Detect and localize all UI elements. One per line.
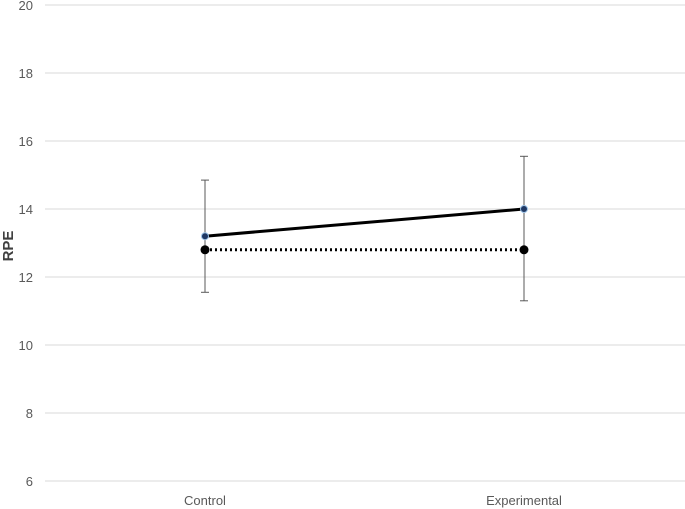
- y-axis-title: RPE: [0, 231, 17, 262]
- data-point: [520, 205, 528, 213]
- data-point: [201, 232, 209, 241]
- gridlines: [45, 4, 685, 482]
- y-tick-label: 8: [26, 406, 33, 421]
- x-axis-ticks: Control Experimental: [184, 493, 562, 508]
- y-tick-label: 12: [19, 270, 33, 285]
- y-tick-label: 6: [26, 474, 33, 489]
- x-tick-label: Experimental: [486, 493, 562, 508]
- data-point: [519, 245, 529, 255]
- y-tick-label: 16: [19, 134, 33, 149]
- series-points: [200, 205, 529, 255]
- y-tick-label: 14: [19, 202, 33, 217]
- y-tick-label: 10: [19, 338, 33, 353]
- y-axis-ticks: 6 8 10 12 14 16 18 20: [19, 0, 33, 489]
- error-bars: [201, 155, 528, 302]
- series-lines: [204, 207, 525, 252]
- series-line-1: [204, 207, 525, 238]
- x-tick-label: Control: [184, 493, 226, 508]
- y-tick-label: 20: [19, 0, 33, 13]
- y-tick-label: 18: [19, 66, 33, 81]
- data-point: [200, 245, 210, 255]
